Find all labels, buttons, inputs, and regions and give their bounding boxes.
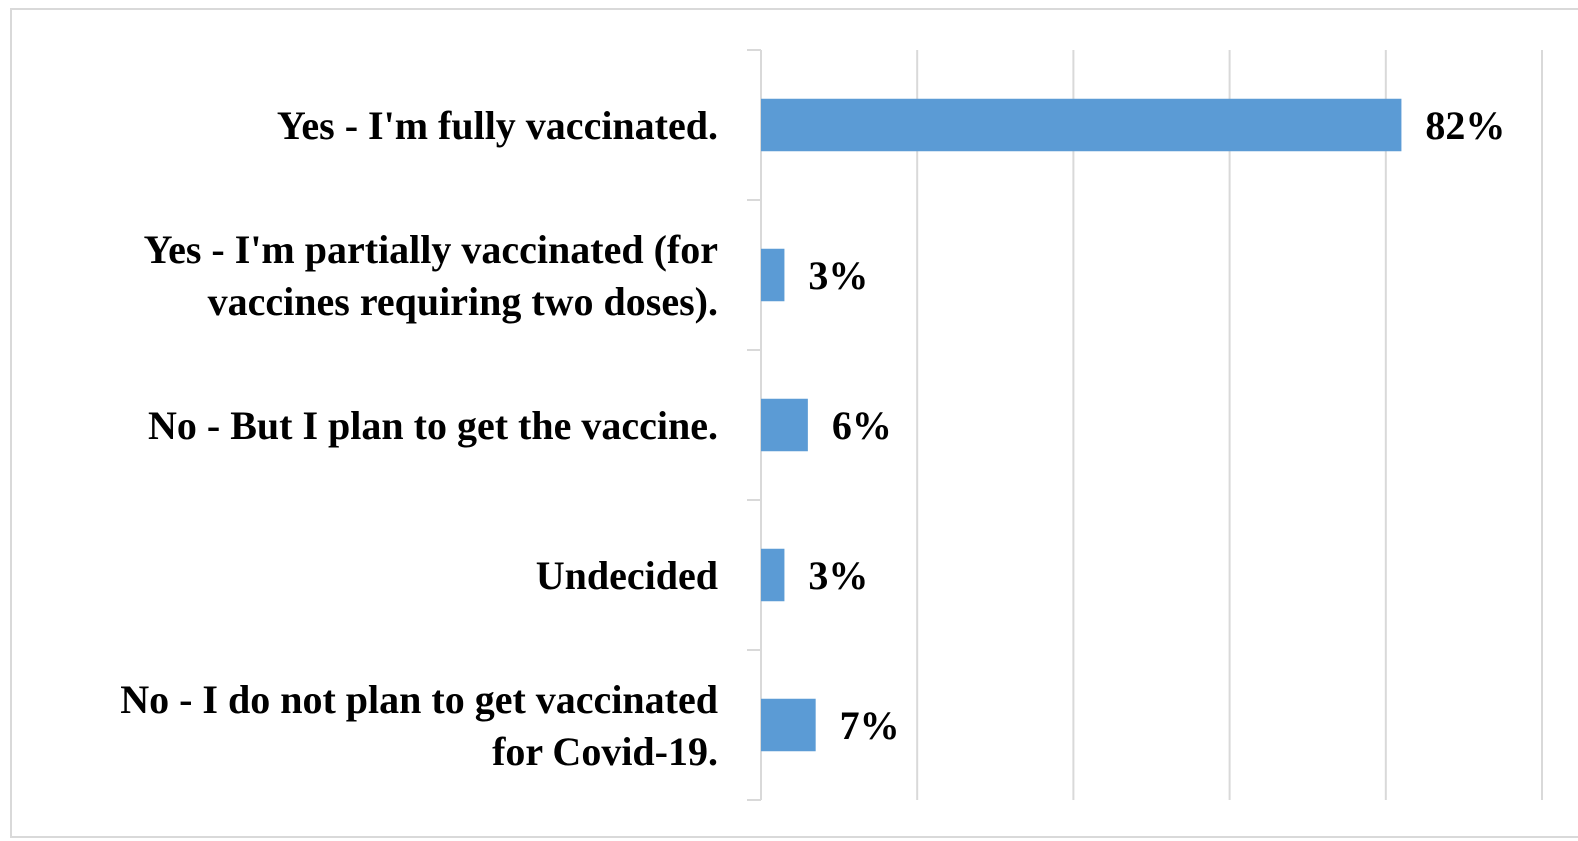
- bar: [761, 548, 785, 602]
- data-label: 6%: [832, 403, 892, 448]
- category-label: No - I do not plan to get vaccinated: [120, 677, 718, 722]
- data-label: 7%: [840, 703, 900, 748]
- bar: [761, 248, 785, 302]
- category-label: Yes - I'm partially vaccinated (for: [144, 227, 718, 272]
- category-label: Undecided: [536, 553, 718, 598]
- category-label: No - But I plan to get the vaccine.: [148, 403, 718, 448]
- category-label: vaccines requiring two doses).: [208, 279, 718, 324]
- data-label: 3%: [808, 253, 868, 298]
- category-label: for Covid-19.: [492, 729, 718, 774]
- bar: [761, 98, 1402, 152]
- data-label: 3%: [808, 553, 868, 598]
- bar: [761, 398, 808, 452]
- data-label: 82%: [1425, 103, 1505, 148]
- bar: [761, 698, 816, 752]
- category-label: Yes - I'm fully vaccinated.: [277, 103, 718, 148]
